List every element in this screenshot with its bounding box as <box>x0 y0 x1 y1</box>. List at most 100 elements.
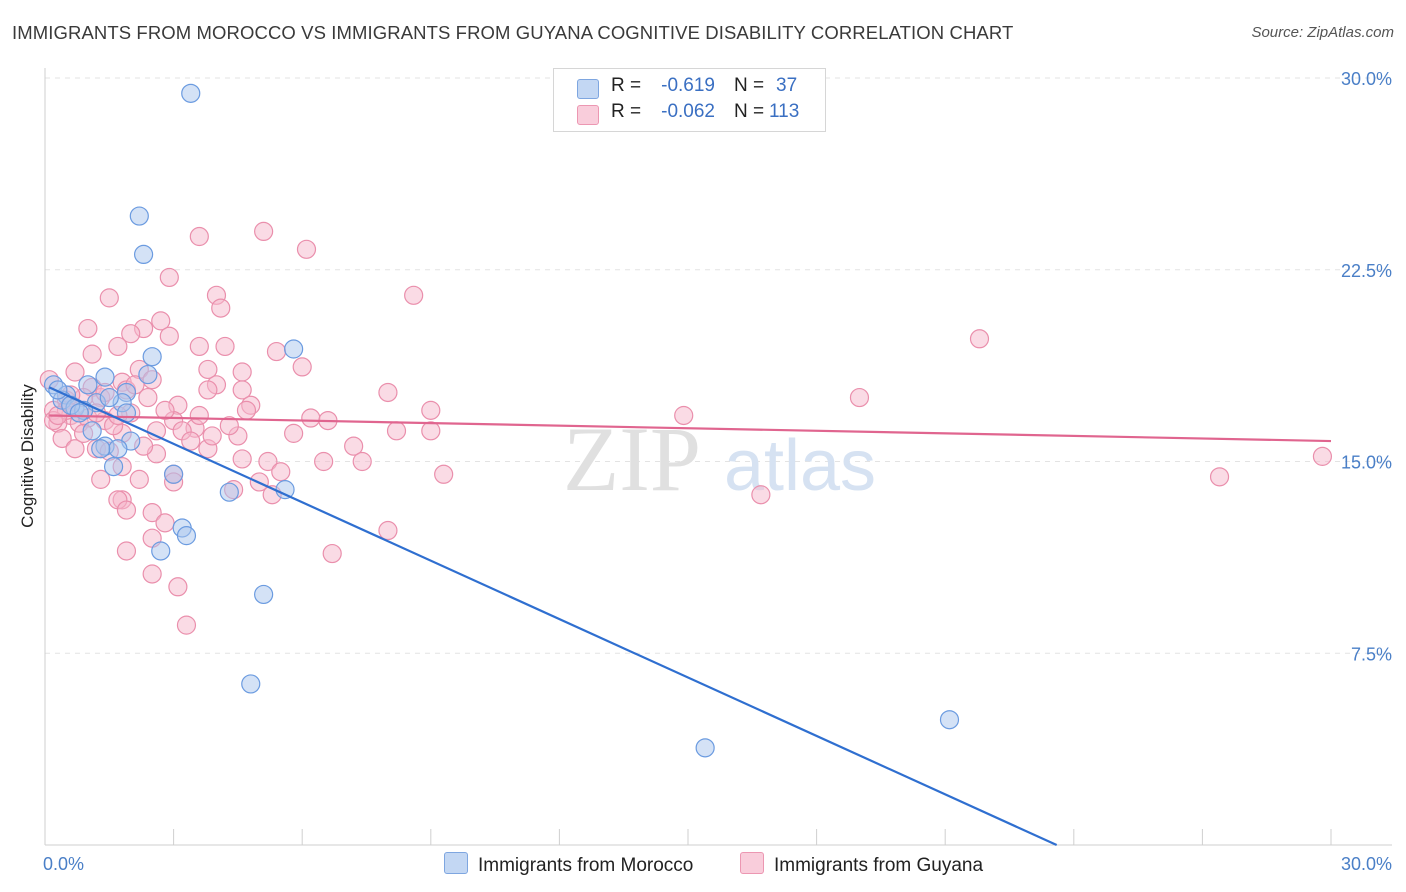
morocco-point-8 <box>78 375 98 395</box>
axes <box>44 68 1392 846</box>
morocco-point-35 <box>99 387 119 408</box>
guyana-point-73 <box>1209 467 1230 487</box>
guyana-point-45 <box>301 408 321 428</box>
morocco-point-27 <box>176 526 197 546</box>
morocco-point-6 <box>95 367 115 387</box>
guyana-point-3 <box>159 267 179 288</box>
guyana-point-18 <box>159 326 179 346</box>
guyana-point-55 <box>284 423 304 443</box>
guyana-point-6 <box>99 288 119 308</box>
guyana-point-85 <box>155 513 175 533</box>
series-morocco-points <box>43 83 960 758</box>
legend-swatch-morocco <box>577 79 599 99</box>
morocco-point-22 <box>103 457 124 477</box>
morocco-point-23 <box>164 464 184 484</box>
legend-r-morocco: -0.619 <box>661 75 715 96</box>
guyana-point-60 <box>344 436 364 456</box>
guyana-point-75 <box>91 469 111 489</box>
bottom-legend-swatch-guyana <box>740 852 764 874</box>
guyana-point-12 <box>969 329 990 349</box>
guyana-point-15 <box>215 336 235 357</box>
guyana-point-31 <box>198 380 218 400</box>
source-credit: Source: ZipAtlas.com <box>1251 24 1394 41</box>
guyana-point-4 <box>404 285 424 305</box>
bottom-legend-swatch-morocco <box>444 852 468 874</box>
morocco-point-20 <box>108 439 128 459</box>
guyana-point-19 <box>292 357 312 377</box>
guyana-point-53 <box>421 421 441 441</box>
guyana-point-103 <box>219 416 239 436</box>
watermark-atlas: atlas <box>724 426 876 506</box>
legend-r-guyana: -0.062 <box>661 101 715 122</box>
morocco-point-28 <box>151 541 171 561</box>
y-tick-label-0: 7.5% <box>1351 644 1392 664</box>
guyana-point-74 <box>129 469 149 489</box>
legend-n-morocco: 37 <box>776 75 798 96</box>
guyana-point-16 <box>266 341 287 362</box>
morocco-point-17 <box>82 421 102 441</box>
y-axis-title: Cognitive Disability <box>18 384 37 528</box>
guyana-point-83 <box>116 500 137 520</box>
legend-r-label: R = <box>611 75 642 96</box>
guyana-point-54 <box>386 421 407 441</box>
guyana-point-111 <box>202 426 222 446</box>
guyana-point-102 <box>189 405 209 426</box>
legend-r-label: R = <box>611 101 642 122</box>
morocco-point-5 <box>138 364 158 385</box>
guyana-point-66 <box>232 449 252 469</box>
guyana-point-88 <box>116 541 137 561</box>
tick-labels: 7.5% 15.0% 22.5% 30.0% 0.0% 30.0% <box>43 69 1392 874</box>
morocco-point-31 <box>695 738 715 758</box>
x-tick-label-1: 30.0% <box>1341 854 1392 874</box>
guyana-point-32 <box>378 382 398 403</box>
guyana-point-80 <box>751 485 771 505</box>
y-tick-label-3: 30.0% <box>1341 69 1392 89</box>
morocco-point-4 <box>142 347 162 367</box>
watermark: ZIP atlas <box>563 408 876 510</box>
bottom-legend-label-guyana: Immigrants from Guyana <box>774 855 984 876</box>
guyana-point-112 <box>236 400 257 420</box>
morocco-point-33 <box>48 380 68 400</box>
morocco-point-25 <box>275 480 295 500</box>
guyana-point-59 <box>181 431 201 451</box>
chart-title: IMMIGRANTS FROM MOROCCO VS IMMIGRANTS FR… <box>12 22 1014 43</box>
guyana-point-69 <box>314 451 334 472</box>
guyana-point-58 <box>52 428 72 449</box>
guyana-point-84 <box>142 503 162 523</box>
guyana-point-17 <box>82 344 102 364</box>
guyana-point-33 <box>138 387 158 408</box>
guyana-point-37 <box>849 387 870 408</box>
x-tick-label-0: 0.0% <box>43 854 84 874</box>
guyana-point-72 <box>434 464 454 484</box>
guyana-point-9 <box>78 318 98 339</box>
guyana-point-89 <box>322 543 342 564</box>
series-guyana-points <box>39 221 1333 635</box>
morocco-point-32 <box>939 710 960 730</box>
guyana-point-8 <box>151 311 171 331</box>
morocco-point-0 <box>181 83 201 103</box>
guyana-point-1 <box>189 226 209 247</box>
guyana-point-30 <box>232 380 252 400</box>
legend-n-label: N = <box>734 101 765 122</box>
bottom-legend-label-morocco: Immigrants from Morocco <box>478 855 694 876</box>
guyana-point-7 <box>211 298 231 318</box>
watermark-zip: ZIP <box>563 408 701 510</box>
guyana-point-41 <box>674 405 694 426</box>
guyana-point-92 <box>176 615 197 635</box>
guyana-point-11 <box>121 324 141 344</box>
legend-n-guyana: 113 <box>769 101 800 122</box>
legend-swatch-guyana <box>577 105 599 125</box>
guyana-point-14 <box>108 336 128 357</box>
legend-n-label: N = <box>734 75 765 96</box>
bottom-legend-morocco: Immigrants from Morocco <box>444 852 693 877</box>
guyana-point-2 <box>296 239 317 259</box>
correlation-legend: R = -0.619 N = 37 R = -0.062 N = 113 <box>553 68 826 132</box>
trend-lines <box>48 386 1332 847</box>
morocco-trend-line <box>48 386 1058 847</box>
guyana-point-13 <box>189 336 209 357</box>
guyana-point-0 <box>254 221 274 241</box>
morocco-point-1 <box>129 206 149 226</box>
guyana-point-68 <box>352 451 372 472</box>
guyana-point-86 <box>378 520 398 541</box>
